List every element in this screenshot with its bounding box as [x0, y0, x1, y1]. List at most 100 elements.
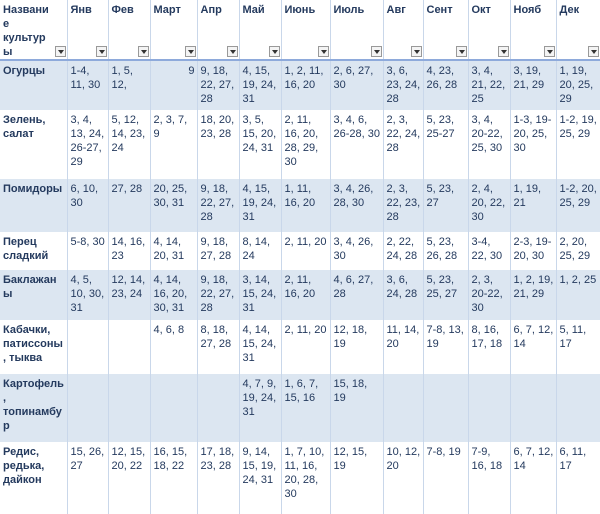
date-cell: 4, 6, 8 — [150, 320, 198, 374]
date-cell: 7-8, 13, 19 — [423, 320, 469, 374]
date-cell: 1, 2, 19, 21, 29 — [510, 270, 557, 320]
date-cell: 1, 19, 20, 25, 29 — [556, 60, 600, 110]
date-cell: 2, 3, 20-22, 30 — [468, 270, 511, 320]
date-cell: 15, 26, 27 — [67, 442, 109, 514]
date-cell: 2, 11, 16, 20 — [281, 270, 331, 320]
date-cell: 12, 15, 19 — [330, 442, 384, 514]
crop-name: Огурцы — [0, 60, 68, 110]
date-cell: 3, 4, 13, 24, 26-27, 29 — [67, 110, 109, 179]
filter-button[interactable] — [95, 46, 107, 57]
filter-button[interactable] — [54, 46, 66, 57]
date-cell — [67, 320, 109, 374]
date-cell: 2, 11, 16, 20, 28, 29, 30 — [281, 110, 331, 179]
crop-name: Баклажаны — [0, 270, 68, 320]
column-header-text: Март — [153, 4, 181, 16]
date-cell: 9, 18, 22, 27, 28 — [197, 179, 240, 232]
date-cell: 3, 4, 21, 22, 25 — [468, 60, 511, 110]
crop-name: Перец сладкий — [0, 232, 68, 270]
date-cell: 10, 12, 20 — [383, 442, 424, 514]
table-row: Картофель, топинамбур 4, 7, 9, 19, 24, 31… — [0, 374, 600, 442]
date-cell: 1, 19, 21 — [510, 179, 557, 232]
date-cell: 5, 11, 17 — [556, 320, 600, 374]
date-cell: 5-8, 30 — [67, 232, 109, 270]
date-cell — [556, 374, 600, 442]
date-cell: 2, 20, 25, 29 — [556, 232, 600, 270]
date-cell: 12, 15, 20, 22 — [108, 442, 151, 514]
column-header: Дек — [556, 0, 600, 61]
crop-name: Редис, редька, дайкон — [0, 442, 68, 514]
column-header: Март — [150, 0, 198, 61]
column-header: Апр — [197, 0, 240, 61]
date-cell: 9, 18, 27, 28 — [197, 232, 240, 270]
date-cell: 4, 14, 20, 31 — [150, 232, 198, 270]
table-row: Перец сладкий 5-8, 30 14, 16, 23 4, 14, 20,… — [0, 232, 600, 270]
date-cell: 4, 7, 9, 19, 24, 31 — [239, 374, 282, 442]
filter-button[interactable] — [226, 46, 238, 57]
date-cell: 2, 3, 22, 23, 28 — [383, 179, 424, 232]
date-cell: 2, 6, 27, 30 — [330, 60, 384, 110]
date-cell: 12, 14, 23, 24 — [108, 270, 151, 320]
date-cell: 5, 23, 27 — [423, 179, 469, 232]
column-header: Название культуры — [0, 0, 68, 61]
date-cell: 5, 23, 25-27 — [423, 110, 469, 179]
date-cell: 1-2, 19, 25, 29 — [556, 110, 600, 179]
filter-button[interactable] — [455, 46, 467, 57]
date-cell: 1-4, 11, 30 — [67, 60, 109, 110]
filter-button[interactable] — [184, 46, 196, 57]
date-cell: 4, 14, 15, 24, 31 — [239, 320, 282, 374]
date-cell: 16, 15, 18, 22 — [150, 442, 198, 514]
filter-button[interactable] — [497, 46, 509, 57]
filter-button[interactable] — [137, 46, 149, 57]
crop-name: Картофель, топинамбур — [0, 374, 68, 442]
date-cell — [108, 374, 151, 442]
column-header: Янв — [67, 0, 109, 61]
filter-button[interactable] — [370, 46, 382, 57]
date-cell: 14, 16, 23 — [108, 232, 151, 270]
column-header: Сент — [423, 0, 469, 61]
date-cell: 2-3, 19-20, 30 — [510, 232, 557, 270]
date-cell: 9, 18, 22, 27, 28 — [197, 270, 240, 320]
filter-button[interactable] — [317, 46, 329, 57]
date-cell: 6, 10, 30 — [67, 179, 109, 232]
date-cell — [383, 374, 424, 442]
date-cell: 4, 14, 16, 20, 30, 31 — [150, 270, 198, 320]
column-header: Июнь — [281, 0, 331, 61]
filter-button[interactable] — [268, 46, 280, 57]
column-header-text: Апр — [200, 4, 222, 16]
date-cell: 1, 2, 25 — [556, 270, 600, 320]
date-cell: 27, 28 — [108, 179, 151, 232]
filter-button[interactable] — [587, 46, 599, 57]
column-header-text: Сент — [426, 4, 453, 16]
date-cell: 3-4, 22, 30 — [468, 232, 511, 270]
filter-button[interactable] — [410, 46, 422, 57]
date-cell: 1, 5, 12, — [108, 60, 151, 110]
date-cell: 1-3, 19-20, 25, 30 — [510, 110, 557, 179]
column-header-text: Июль — [333, 4, 365, 16]
date-cell: 12, 18, 19 — [330, 320, 384, 374]
crop-name: Кабачки, патиссоны, тыква — [0, 320, 68, 374]
date-cell: 20, 25, 30, 31 — [150, 179, 198, 232]
date-cell: 3, 6, 24, 28 — [383, 270, 424, 320]
table-row: Зелень, салат 3, 4, 13, 24, 26-27, 29 5, 1… — [0, 110, 600, 179]
date-cell: 7-9, 16, 18 — [468, 442, 511, 514]
filter-button[interactable] — [543, 46, 555, 57]
date-cell — [197, 374, 240, 442]
column-header-text: Июнь — [284, 4, 316, 16]
date-cell: 4, 5, 10, 30, 31 — [67, 270, 109, 320]
column-header-text: Авг — [386, 4, 406, 16]
date-cell: 3, 4, 26, 30 — [330, 232, 384, 270]
table-row: Кабачки, патиссоны, тыква 4, 6, 8 8, 18, 2… — [0, 320, 600, 374]
date-cell: 6, 7, 12, 14 — [510, 442, 557, 514]
date-cell: 3, 6, 23, 24, 28 — [383, 60, 424, 110]
date-cell: 11, 14, 20 — [383, 320, 424, 374]
date-cell: 2, 3, 22, 24, 28 — [383, 110, 424, 179]
date-cell: 1-2, 20, 25, 29 — [556, 179, 600, 232]
date-cell: 4, 15, 19, 24, 31 — [239, 60, 282, 110]
table-row: Редис, редька, дайкон 15, 26, 27 12, 15, 2… — [0, 442, 600, 514]
date-cell: 8, 14, 24 — [239, 232, 282, 270]
date-cell: 3, 4, 20-22, 25, 30 — [468, 110, 511, 179]
date-cell: 1, 11, 16, 20 — [281, 179, 331, 232]
date-cell: 5, 12, 14, 23, 24 — [108, 110, 151, 179]
